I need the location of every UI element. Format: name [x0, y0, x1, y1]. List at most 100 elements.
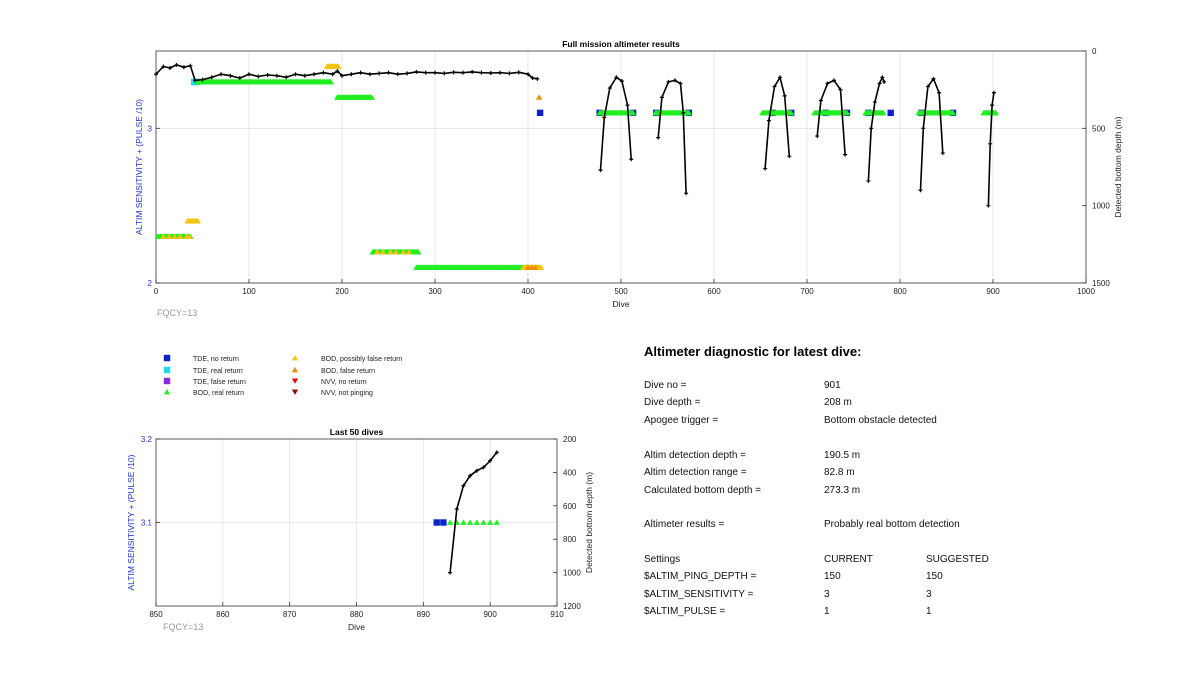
data-marker — [949, 109, 957, 116]
y-axis-label: ALTIM SENSITIVITY + (PULSE /10) — [126, 454, 136, 590]
diag-label-altim-detection-range: Altim detection range = — [644, 467, 747, 478]
bottom-depth-point — [358, 70, 363, 75]
x-tick-label: 700 — [800, 287, 814, 296]
data-marker — [466, 519, 474, 525]
y2-axis-label: Detected bottom depth (m) — [584, 472, 594, 573]
data-marker — [176, 233, 184, 239]
chart-title: Full mission altimeter results — [562, 39, 680, 49]
diag-label-altim-detection-depth: Altim detection depth = — [644, 450, 747, 461]
diag-label-calculated-bottom-depth: Calculated bottom depth = — [644, 485, 762, 496]
bottom-depth-point — [625, 103, 630, 108]
legend-marker — [163, 377, 171, 385]
data-marker — [165, 233, 173, 239]
bottom-depth-point — [200, 77, 205, 82]
data-marker — [532, 264, 539, 270]
legend-marker — [291, 378, 299, 384]
diag-value-altim-detection-range: 82.8 m — [824, 467, 855, 478]
data-marker — [415, 249, 422, 255]
bottom-depth-point — [461, 483, 466, 488]
data-marker — [787, 109, 795, 116]
y2-tick-label: 1500 — [1092, 279, 1110, 288]
bottom-depth-point — [831, 78, 836, 83]
bottom-depth-point — [766, 118, 771, 123]
setting-sensitivity-label: $ALTIM_SENSITIVITY = — [644, 589, 754, 600]
bottom-depth-point — [882, 79, 887, 84]
bottom-depth-point — [931, 76, 936, 81]
x-tick-label: 300 — [428, 287, 442, 296]
setting-ping-depth-current: 150 — [824, 571, 841, 582]
x-tick-label: 800 — [893, 287, 907, 296]
bottom-depth-point — [838, 87, 843, 92]
diag-value-dive-no: 901 — [824, 380, 841, 391]
bottom-depth-line — [449, 451, 498, 573]
setting-pulse-suggested: 1 — [926, 606, 932, 617]
y2-tick-label: 400 — [563, 468, 577, 477]
bottom-depth-point — [321, 70, 326, 75]
y2-tick-label: 600 — [563, 502, 577, 511]
bottom-depth-point — [219, 72, 224, 77]
y2-tick-label: 1000 — [563, 569, 581, 578]
data-marker — [535, 94, 543, 100]
bottom-depth-point — [990, 103, 995, 108]
legend-label: TDE, no return — [193, 356, 239, 363]
bottom-depth-point — [877, 81, 882, 86]
bottom-depth-point — [918, 188, 923, 193]
bottom-depth-point — [460, 70, 465, 75]
bottom-depth-point — [448, 570, 453, 575]
x-tick-label: 200 — [335, 287, 349, 296]
bottom-depth-line — [764, 76, 791, 169]
bottom-depth-point — [386, 70, 391, 75]
bottom-depth-point — [988, 141, 993, 146]
legend: TDE, no return TDE, real return TDE, false… — [163, 354, 402, 397]
bottom-depth-point — [940, 151, 945, 156]
data-marker — [171, 233, 178, 239]
x-axis-label: Dive — [348, 622, 365, 632]
data-marker — [379, 249, 387, 255]
data-marker — [160, 233, 167, 239]
full-mission-chart: 0 100 200 300 400 500 600 700 800 900 1000 2 3 0 500 10… — [134, 39, 1123, 318]
y-tick-label: 2 — [148, 279, 153, 288]
bottom-depth-point — [598, 168, 603, 173]
bottom-depth-point — [925, 84, 930, 89]
y-axis-label: ALTIM SENSITIVITY + (PULSE /10) — [134, 99, 144, 235]
bottom-depth-point — [312, 72, 317, 77]
bottom-depth-point — [602, 115, 607, 120]
x-tick-label: 1000 — [1077, 287, 1095, 296]
bottom-depth-point — [818, 98, 823, 103]
x-tick-label: 900 — [986, 287, 1000, 296]
y-tick-label: 3 — [148, 124, 153, 133]
bottom-depth-point — [619, 79, 624, 84]
bottom-depth-point — [181, 65, 186, 70]
setting-ping-depth-label: $ALTIM_PING_DEPTH = — [644, 571, 757, 582]
bottom-depth-point — [479, 70, 484, 75]
diagnostic-title: Altimeter diagnostic for latest dive: — [644, 344, 862, 359]
data-marker — [368, 94, 375, 100]
bottom-depth-point — [825, 81, 830, 86]
bottom-depth-point — [659, 95, 664, 100]
bottom-depth-point — [265, 72, 270, 77]
bottom-depth-point — [880, 75, 885, 80]
bottom-depth-point — [193, 78, 198, 83]
legend-marker — [163, 354, 171, 362]
data-marker — [433, 519, 440, 526]
x-tick-label: 880 — [350, 610, 364, 619]
data-marker — [536, 109, 544, 117]
data-marker — [843, 109, 851, 116]
bottom-depth-point — [468, 473, 473, 478]
bottom-depth-point — [866, 178, 871, 183]
bottom-depth-point — [474, 468, 479, 473]
x-tick-label: 100 — [242, 287, 256, 296]
bottom-depth-line — [919, 78, 944, 191]
data-marker — [480, 519, 487, 525]
bottom-depth-line — [816, 79, 846, 155]
bottom-depth-point — [414, 69, 419, 74]
setting-pulse-label: $ALTIM_PULSE = — [644, 606, 726, 617]
bottom-depth-point — [451, 70, 456, 75]
bottom-depth-point — [284, 75, 289, 80]
data-marker — [880, 109, 887, 116]
x-axis-label: Dive — [612, 299, 629, 309]
chart-title: Last 50 dives — [330, 427, 384, 437]
bottom-depth-point — [481, 465, 486, 470]
diag-label-dive-no: Dive no = — [644, 380, 687, 391]
data-marker — [194, 218, 202, 224]
